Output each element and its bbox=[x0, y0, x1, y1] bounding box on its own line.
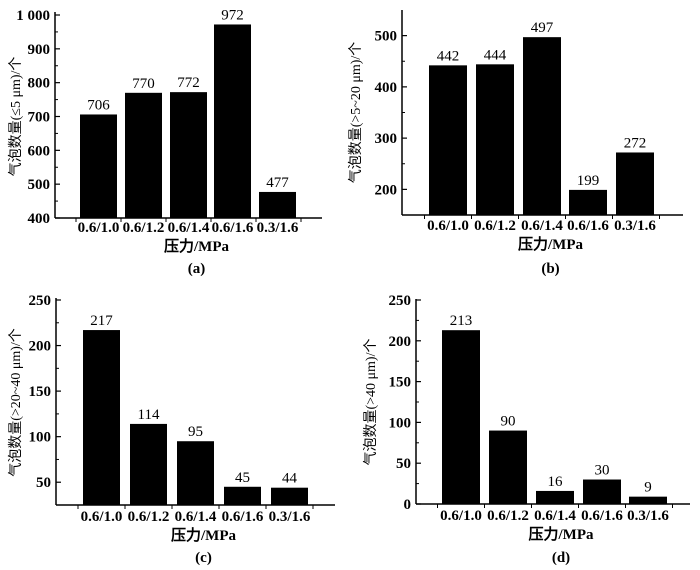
y-tick-label: 50 bbox=[396, 456, 411, 472]
x-axis-label: 压力/MPa bbox=[171, 526, 236, 544]
data-label: 199 bbox=[577, 173, 600, 189]
data-label: 706 bbox=[87, 97, 110, 113]
y-tick-label: 400 bbox=[375, 80, 398, 96]
data-label: 772 bbox=[177, 75, 200, 91]
y-tick-label: 200 bbox=[389, 334, 412, 350]
x-tick-label: 0.6/1.4 bbox=[168, 220, 210, 236]
bar bbox=[80, 114, 117, 218]
data-label: 972 bbox=[221, 7, 244, 23]
y-tick-label: 700 bbox=[28, 110, 51, 126]
x-tick-label: 0.3/1.6 bbox=[269, 509, 311, 525]
data-label: 95 bbox=[188, 424, 203, 440]
x-tick-label: 0.6/1.6 bbox=[567, 218, 609, 234]
bar bbox=[130, 423, 167, 505]
panel-d: 213 0.6/1.0 90 0.6/1.2 16 0.6/1.4 30 0.6/1.6 9 0.… bbox=[363, 293, 690, 566]
data-label: 272 bbox=[624, 135, 647, 151]
x-tick-label: 0.6/1.2 bbox=[128, 509, 170, 525]
panel-label: (d) bbox=[552, 550, 570, 566]
y-tick-label: 0 bbox=[404, 497, 412, 513]
x-tick-label: 0.6/1.0 bbox=[78, 220, 120, 236]
x-tick-label: 0.6/1.2 bbox=[487, 508, 529, 524]
y-tick-label: 150 bbox=[29, 384, 52, 400]
data-label: 497 bbox=[531, 20, 554, 36]
y-tick-label: 500 bbox=[28, 177, 51, 193]
bar bbox=[259, 191, 296, 218]
panel-label: (b) bbox=[541, 261, 559, 277]
x-tick-label: 0.3/1.6 bbox=[257, 220, 299, 236]
x-tick-label: 0.6/1.6 bbox=[581, 508, 623, 524]
y-axis-label: 气泡数量(>20~40 μm)/个 bbox=[8, 328, 24, 477]
y-tick-label: 250 bbox=[29, 293, 52, 309]
x-tick-label: 0.6/1.2 bbox=[474, 218, 516, 234]
y-tick-label: 250 bbox=[389, 293, 412, 309]
bar bbox=[177, 441, 214, 505]
data-label: 30 bbox=[595, 463, 610, 479]
x-axis-label: 压力/MPa bbox=[518, 235, 583, 253]
bar bbox=[125, 92, 162, 218]
bar bbox=[170, 92, 207, 218]
data-label: 444 bbox=[484, 47, 507, 63]
x-tick-label: 0.3/1.6 bbox=[614, 218, 656, 234]
x-tick-label: 0.6/1.0 bbox=[81, 509, 123, 525]
y-tick-label: 500 bbox=[375, 29, 398, 45]
bar bbox=[214, 24, 251, 219]
data-label: 770 bbox=[132, 76, 155, 92]
bar bbox=[442, 330, 480, 504]
y-axis-label: 气泡数量(>5~20 μm)/个 bbox=[348, 42, 364, 184]
x-tick-label: 0.6/1.0 bbox=[440, 508, 482, 524]
bar bbox=[536, 490, 574, 504]
data-label: 45 bbox=[235, 470, 250, 486]
panel-b: 442 0.6/1.0 444 0.6/1.2 497 0.6/1.4 199 0.6/1.6… bbox=[348, 10, 683, 277]
data-label: 16 bbox=[548, 474, 564, 490]
bar bbox=[224, 486, 261, 505]
bar bbox=[429, 65, 467, 215]
x-tick-label: 0.6/1.4 bbox=[175, 509, 217, 525]
x-tick-label: 0.3/1.6 bbox=[627, 508, 669, 524]
y-tick-label: 1 000 bbox=[16, 8, 50, 24]
data-label: 44 bbox=[282, 471, 298, 487]
x-tick-label: 0.6/1.6 bbox=[222, 509, 264, 525]
y-tick-label: 150 bbox=[389, 375, 412, 391]
data-label: 9 bbox=[644, 480, 652, 496]
panel-label: (c) bbox=[195, 550, 212, 566]
y-tick-label: 400 bbox=[28, 211, 51, 227]
y-tick-label: 200 bbox=[29, 339, 52, 355]
bar bbox=[616, 152, 654, 215]
bar bbox=[83, 330, 120, 505]
y-tick-label: 800 bbox=[28, 76, 51, 92]
data-label: 213 bbox=[450, 313, 473, 329]
y-axis-label: 气泡数量(>40 μm)/个 bbox=[363, 338, 379, 465]
bar bbox=[569, 189, 607, 215]
bar bbox=[523, 37, 561, 215]
x-tick-label: 0.6/1.4 bbox=[534, 508, 576, 524]
x-tick-label: 0.6/1.0 bbox=[427, 218, 469, 234]
y-tick-label: 100 bbox=[29, 430, 52, 446]
y-tick-label: 600 bbox=[28, 143, 51, 159]
y-axis-label: 气泡数量(≤5 μm)/个 bbox=[8, 57, 24, 177]
data-label: 114 bbox=[138, 407, 160, 423]
panel-a: 706 0.6/1.0 770 0.6/1.2 772 0.6/1.4 972 0.6/1.6… bbox=[8, 7, 322, 277]
x-axis-label: 压力/MPa bbox=[529, 525, 594, 543]
bar bbox=[629, 496, 667, 504]
data-label: 442 bbox=[437, 48, 460, 64]
panel-c: 217 0.6/1.0 114 0.6/1.2 95 0.6/1.4 45 0.6/1.6 44… bbox=[8, 293, 335, 566]
bar bbox=[583, 479, 621, 504]
y-tick-label: 200 bbox=[375, 182, 398, 198]
y-tick-label: 100 bbox=[389, 415, 412, 431]
x-tick-label: 0.6/1.6 bbox=[212, 220, 254, 236]
bar bbox=[476, 64, 514, 215]
data-label: 90 bbox=[501, 414, 516, 430]
bar bbox=[271, 487, 308, 505]
data-label: 217 bbox=[90, 313, 113, 329]
y-tick-label: 900 bbox=[28, 42, 51, 58]
panel-label: (a) bbox=[188, 261, 206, 277]
x-tick-label: 0.6/1.2 bbox=[123, 220, 165, 236]
bar bbox=[489, 430, 527, 504]
y-tick-label: 50 bbox=[36, 475, 51, 491]
x-axis-label: 压力/MPa bbox=[164, 237, 229, 255]
data-label: 477 bbox=[266, 175, 289, 191]
y-tick-label: 300 bbox=[375, 131, 398, 147]
x-tick-label: 0.6/1.4 bbox=[521, 218, 563, 234]
